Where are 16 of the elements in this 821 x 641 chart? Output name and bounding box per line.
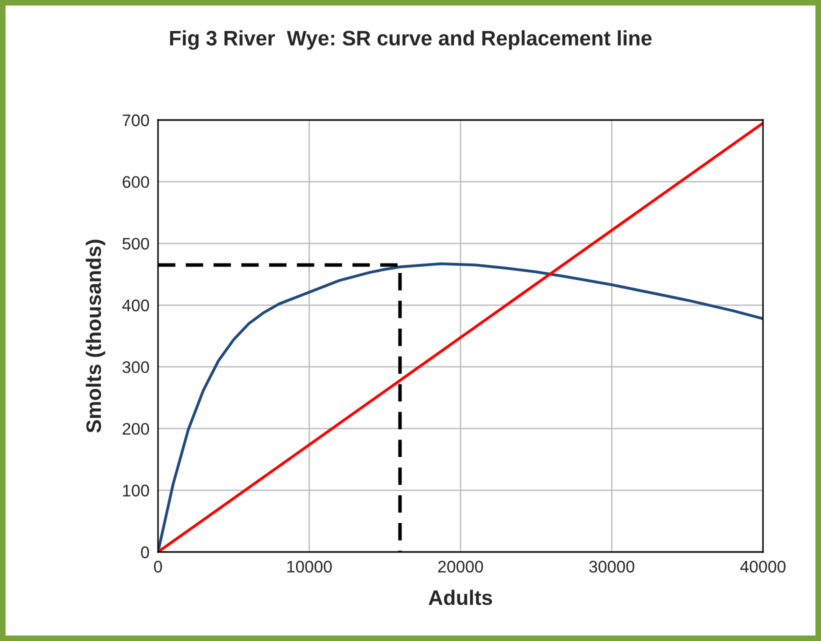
y-tick-label: 100 xyxy=(123,484,150,496)
y-tick-label: 400 xyxy=(122,300,150,312)
x-tick-label: 20000 xyxy=(438,560,484,573)
y-tick-label: 600 xyxy=(122,176,150,188)
x-tick-label: 30000 xyxy=(589,560,634,573)
x-axis-title: Adults xyxy=(428,590,492,606)
y-tick-label: 0 xyxy=(141,546,150,558)
chart-title: Fig 3 River Wye: SR curve and Replacement line xyxy=(170,30,652,50)
y-tick-label: 500 xyxy=(122,238,150,250)
y-tick-label: 300 xyxy=(122,361,150,374)
y-axis-title: Smolts (thousands) xyxy=(86,240,106,433)
x-tick-label: 10000 xyxy=(287,560,332,573)
x-tick-label: 40000 xyxy=(740,560,786,573)
x-tick-label: 0 xyxy=(154,560,162,573)
y-tick-label: 700 xyxy=(122,114,150,126)
y-tick-label: 200 xyxy=(122,422,150,435)
